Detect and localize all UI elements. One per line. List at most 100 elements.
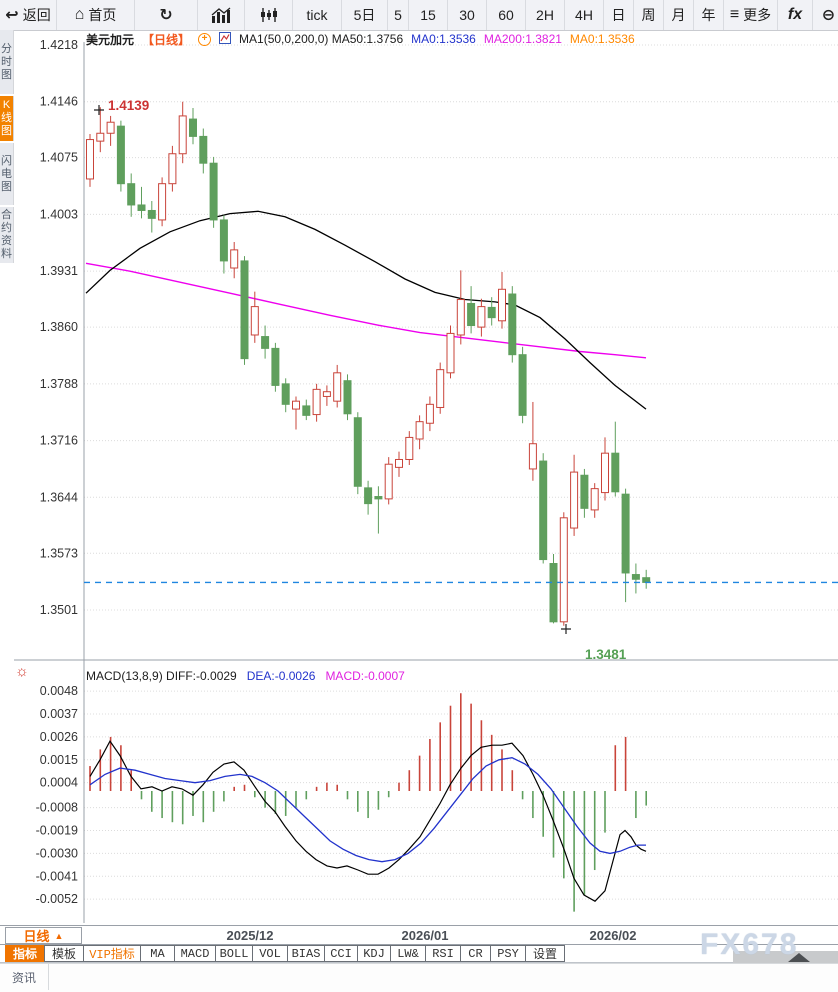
header-segment: MA1(50,0,200,0) MA50:1.3756 <box>239 32 404 46</box>
toolbar-button-label: 4H <box>575 7 593 23</box>
indicator-tab-VIP指标[interactable]: VIP指标 <box>83 945 141 962</box>
candle-body <box>312 388 321 416</box>
candle-body <box>405 436 414 460</box>
candle-body <box>456 299 465 336</box>
toolbar-button-15[interactable]: 15 <box>409 0 448 30</box>
candle-body <box>425 403 434 424</box>
toolbar-button-fx[interactable]: fx <box>778 0 813 30</box>
toolbar-button-60[interactable]: 60 <box>487 0 526 30</box>
toolbar-button-2h[interactable]: 2H <box>526 0 565 30</box>
extreme-marker-plus-icon <box>94 105 104 115</box>
sidebar-tab-time-share[interactable]: 分时图 <box>0 30 14 94</box>
toolbar-button-30[interactable]: 30 <box>448 0 487 30</box>
menu-icon: ≡ <box>729 6 740 23</box>
toolbar-button-back[interactable]: ↩ 返回 <box>0 0 57 30</box>
header-segment: MACD(13,8,9) DIFF:-0.0029 <box>86 669 237 683</box>
price-panel-header: 美元加元 【日线】 + MA1(50,0,200,0) MA50:1.3756 MA0:… <box>86 31 635 47</box>
candle-body <box>147 209 156 219</box>
toolbar-button-zoom-out[interactable]: ⊖ <box>813 0 838 30</box>
indicator-tabs-row: 指标 模板 VIP指标 MA MACD BOLL VOL BIAS CCI KDJ LW& RSI CR… <box>0 945 838 963</box>
price-axis-label: 1.3860 <box>40 320 78 334</box>
indicator-tab-MACD[interactable]: MACD <box>174 945 216 962</box>
ma50-line <box>85 210 647 410</box>
candle-body <box>343 380 352 415</box>
candle-body <box>518 354 527 416</box>
indicator-tab-RSI[interactable]: RSI <box>425 945 461 962</box>
candle-body <box>137 204 146 211</box>
refresh-icon: ↻ <box>159 7 173 24</box>
extreme-marker-plus-icon <box>561 624 571 634</box>
toolbar-button-refresh[interactable]: ↻ <box>135 0 198 30</box>
toolbar-button-tick[interactable]: tick <box>293 0 342 30</box>
price-axis-label: 1.4146 <box>40 95 78 109</box>
toolbar-button-label: 周 <box>641 7 656 23</box>
price-axis-label: 1.4003 <box>40 207 78 221</box>
candle-body <box>240 260 249 360</box>
candle-body <box>219 219 228 262</box>
toolbar-button-5d[interactable]: 5日 <box>342 0 388 30</box>
indicator-settings-icon[interactable]: ☼ <box>15 663 29 680</box>
collapsed-panel-strip[interactable] <box>733 951 838 963</box>
toolbar-button-bar-chart[interactable] <box>198 0 245 30</box>
macd-axis-label: 0.0048 <box>40 684 78 698</box>
macd-axis-label: 0.0015 <box>40 753 78 767</box>
toolbar-button-candle-chart[interactable] <box>245 0 293 30</box>
candle-body <box>86 139 94 180</box>
indicator-tab-设置[interactable]: 设置 <box>525 945 565 962</box>
expand-panel-triangle-icon[interactable] <box>788 953 810 962</box>
candle-body <box>230 249 239 269</box>
price-axis-label: 1.4075 <box>40 151 78 165</box>
sidebar-tab-lightning[interactable]: 闪电图 <box>0 143 14 205</box>
indicator-tab-MA[interactable]: MA <box>140 945 175 962</box>
toolbar-button-label: 5 <box>394 7 402 23</box>
toolbar-button-more[interactable]: ≡ 更多 <box>724 0 778 30</box>
candlestick-macd-chart[interactable]: 1.4218 1.4146 1.4075 1.4003 1.3931 1.3860 1.37… <box>14 30 838 925</box>
indicator-tab-PSY[interactable]: PSY <box>490 945 526 962</box>
toolbar-button-year[interactable]: 年 <box>694 0 724 30</box>
candle-body <box>96 132 105 142</box>
xaxis-row: 日线 ▲ 2025/12 2026/01 2026/02 <box>0 925 838 945</box>
sidebar-tab-contract-info[interactable]: 合约资料 <box>0 207 14 263</box>
candle-body <box>292 400 300 410</box>
candle-body <box>168 153 177 185</box>
header-segment: 【日线】 <box>142 32 191 47</box>
macd-axis-label: -0.0041 <box>36 869 78 883</box>
add-indicator-icon[interactable]: + <box>198 32 212 46</box>
candle-body <box>539 460 548 561</box>
mini-chart-icon[interactable] <box>219 31 232 47</box>
toolbar-button-label: 年 <box>701 7 716 23</box>
macd-diff-line <box>89 739 647 902</box>
news-tab[interactable]: 资讯 <box>0 964 49 990</box>
toolbar-button-5[interactable]: 5 <box>388 0 409 30</box>
indicator-tab-CCI[interactable]: CCI <box>324 945 358 962</box>
news-bar: 资讯 <box>0 963 838 992</box>
indicator-tab-BIAS[interactable]: BIAS <box>287 945 325 962</box>
candle-body <box>601 452 609 494</box>
period-dropdown-button[interactable]: 日线 ▲ <box>5 927 82 944</box>
toolbar-button-day[interactable]: 日 <box>604 0 634 30</box>
candle-body <box>642 577 651 583</box>
indicator-tab-KDJ[interactable]: KDJ <box>357 945 391 962</box>
indicator-tab-指标[interactable]: 指标 <box>5 945 45 962</box>
toolbar-button-home[interactable]: ⌂ 首页 <box>57 0 135 30</box>
indicator-tab-VOL[interactable]: VOL <box>252 945 288 962</box>
candle-body <box>395 458 403 468</box>
zoom-out-icon: ⊖ <box>821 7 836 24</box>
toolbar-button-week[interactable]: 周 <box>634 0 664 30</box>
candle-body <box>199 135 208 164</box>
indicator-tab-模板[interactable]: 模板 <box>44 945 84 962</box>
candle-body <box>611 452 620 493</box>
indicator-tab-LW&[interactable]: LW& <box>390 945 426 962</box>
toolbar-button-label: 更多 <box>743 7 772 23</box>
toolbar-button-4h[interactable]: 4H <box>565 0 604 30</box>
indicator-tab-BOLL[interactable]: BOLL <box>215 945 253 962</box>
candle-body <box>487 306 496 319</box>
price-annotation: 1.3481 <box>585 647 627 662</box>
toolbar-button-month[interactable]: 月 <box>664 0 694 30</box>
fx678-watermark: FX678 <box>700 928 799 961</box>
macd-axis-label: 0.0026 <box>40 730 78 744</box>
indicator-tab-CR[interactable]: CR <box>460 945 491 962</box>
